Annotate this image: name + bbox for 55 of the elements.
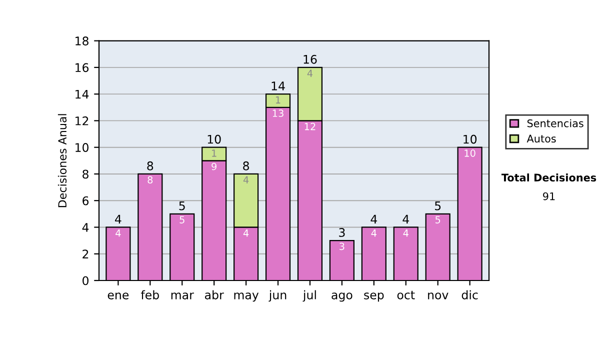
- total-label: 5: [179, 202, 185, 210]
- x-tick-label: jul: [302, 290, 316, 302]
- total-label: 5: [435, 202, 441, 210]
- y-tick-label: 0: [82, 276, 88, 286]
- y-tick-label: 6: [82, 196, 89, 206]
- total-label: 10: [464, 134, 477, 144]
- y-tick-label: 4: [82, 223, 89, 232]
- x-tick-label: sep: [364, 292, 384, 302]
- x-tick-label: oct: [397, 290, 415, 300]
- text: 91: [543, 192, 555, 200]
- total-label: 8: [147, 161, 154, 170]
- y-tick-label: 18: [76, 36, 88, 46]
- x-tick-label: mar: [171, 292, 194, 300]
- data-label: 12: [304, 122, 316, 130]
- y-tick-label: 14: [76, 90, 89, 99]
- data-label: 4: [243, 176, 249, 184]
- data-label: 4: [371, 230, 376, 237]
- data-label: 4: [403, 230, 408, 237]
- total-label: 4: [115, 214, 122, 224]
- x-tick-label: feb: [140, 290, 159, 300]
- x-tick-label: jun: [268, 290, 286, 302]
- data-label: 4: [116, 230, 121, 237]
- total-label: 3: [339, 228, 345, 237]
- data-label: 4: [243, 230, 249, 237]
- legend-label: Sentencias: [527, 119, 584, 128]
- total-label: 8: [243, 161, 249, 170]
- data-label: 4: [307, 70, 313, 77]
- x-tick-label: ago: [332, 292, 352, 302]
- total-label: 4: [402, 214, 409, 224]
- x-tick-label: may: [234, 292, 259, 302]
- data-label: 13: [272, 110, 284, 117]
- data-label: 10: [464, 150, 476, 157]
- x-tick-label: abr: [205, 290, 224, 300]
- data-label: 9: [212, 162, 216, 170]
- total-label: 16: [304, 54, 317, 64]
- data-label: 8: [148, 176, 153, 184]
- legend-label: Autos: [526, 134, 556, 143]
- data-label: 1: [212, 150, 216, 157]
- total-label: 10: [208, 134, 221, 144]
- y-tick-label: 2: [82, 250, 88, 258]
- y-tick-label: 8: [82, 170, 88, 179]
- data-label: 3: [340, 242, 344, 250]
- total-label: 4: [370, 214, 378, 224]
- data-label: 1: [276, 96, 280, 104]
- total-label: 14: [272, 82, 285, 90]
- text: Total Decisiones: [501, 173, 596, 182]
- y-tick-label: 16: [76, 63, 89, 72]
- y-axis-title: Decisiones Anual: [58, 114, 67, 208]
- y-tick-label: 10: [76, 143, 88, 152]
- x-tick-label: nov: [428, 292, 448, 300]
- x-tick-label: ene: [108, 292, 129, 300]
- y-tick-label: 12: [76, 116, 88, 126]
- data-label: 5: [436, 216, 440, 224]
- x-tick-label: dic: [462, 290, 478, 300]
- data-label: 5: [180, 216, 184, 224]
